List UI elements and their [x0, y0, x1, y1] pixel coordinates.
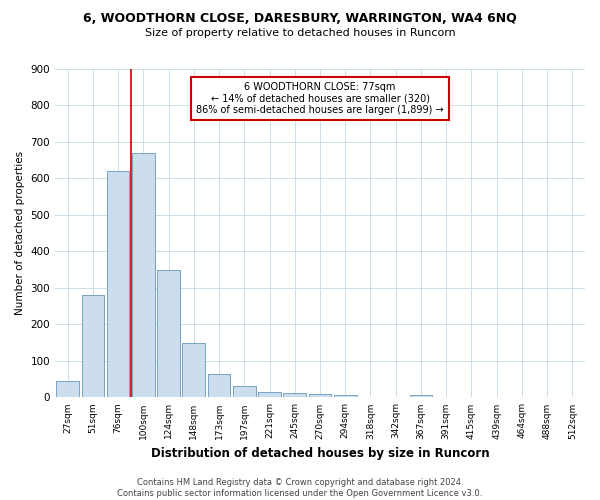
- Bar: [182, 344, 205, 398]
- Text: Size of property relative to detached houses in Runcorn: Size of property relative to detached ho…: [145, 28, 455, 38]
- Bar: [107, 171, 130, 398]
- Bar: [82, 296, 104, 398]
- Text: 6 WOODTHORN CLOSE: 77sqm
← 14% of detached houses are smaller (320)
86% of semi-: 6 WOODTHORN CLOSE: 77sqm ← 14% of detach…: [196, 82, 444, 116]
- Bar: [308, 394, 331, 398]
- Bar: [233, 386, 256, 398]
- Bar: [132, 153, 155, 398]
- Bar: [334, 394, 356, 398]
- Bar: [410, 394, 433, 398]
- Bar: [258, 392, 281, 398]
- Bar: [283, 393, 306, 398]
- Bar: [157, 270, 180, 398]
- X-axis label: Distribution of detached houses by size in Runcorn: Distribution of detached houses by size …: [151, 447, 490, 460]
- Text: Contains HM Land Registry data © Crown copyright and database right 2024.
Contai: Contains HM Land Registry data © Crown c…: [118, 478, 482, 498]
- Y-axis label: Number of detached properties: Number of detached properties: [15, 151, 25, 316]
- Text: 6, WOODTHORN CLOSE, DARESBURY, WARRINGTON, WA4 6NQ: 6, WOODTHORN CLOSE, DARESBURY, WARRINGTO…: [83, 12, 517, 26]
- Bar: [56, 382, 79, 398]
- Bar: [208, 374, 230, 398]
